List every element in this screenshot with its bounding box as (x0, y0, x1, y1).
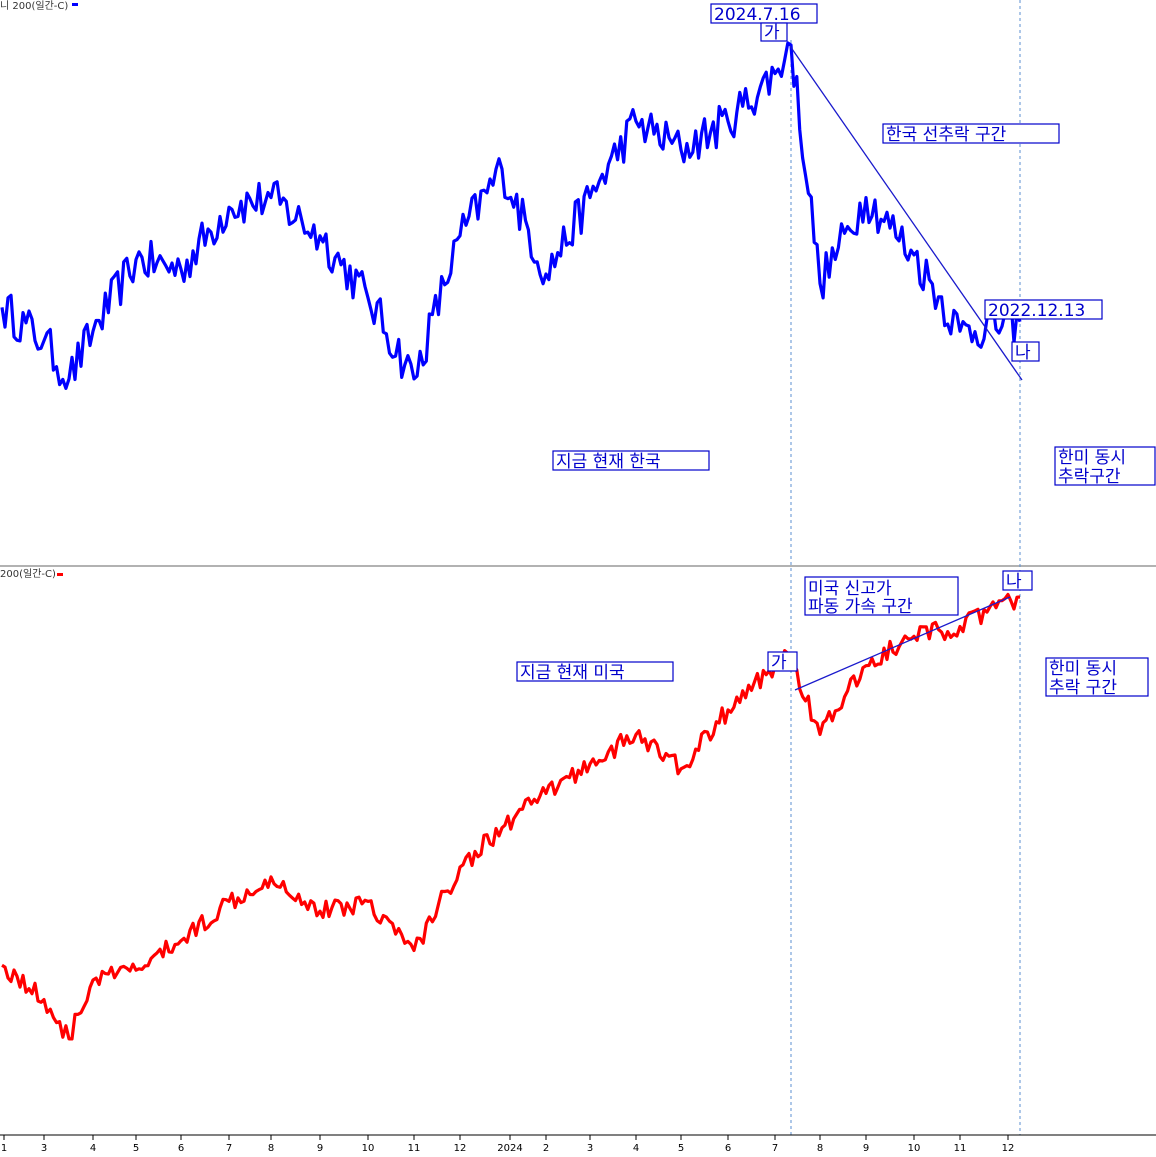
x-tick-label: 11 (408, 1143, 421, 1154)
bottom-section-box (804, 576, 959, 616)
x-tick-label: 6 (178, 1143, 184, 1154)
bottom-now-box (516, 661, 674, 682)
top-na-box (1011, 341, 1040, 362)
top-side-line1: 한미 동시 (1058, 448, 1126, 468)
x-tick-label: 2024 (497, 1143, 522, 1154)
top-ga-box (760, 22, 788, 42)
top-now-label: 지금 현재 한국 (556, 452, 661, 472)
bottom-series-line (1, 592, 1021, 1041)
x-tick-label: 11 (954, 1143, 967, 1154)
bottom-na-label: 나 (1006, 572, 1022, 592)
top-panel (0, 0, 1156, 565)
x-tick-label: 7 (226, 1143, 232, 1154)
bottom-section-line2: 파동 가속 구간 (808, 597, 913, 617)
x-tick-label: 10 (908, 1143, 921, 1154)
top-panel-label: 니 200(일간-C) (0, 0, 68, 12)
top-side-box (1054, 446, 1156, 486)
x-tick-label: 4 (90, 1143, 96, 1154)
x-tick-label: 12 (1002, 1143, 1015, 1154)
top-series-line (0, 41, 1022, 390)
x-tick-label: 3 (587, 1143, 593, 1154)
bottom-legend-swatch (57, 573, 63, 576)
bottom-now-label: 지금 현재 미국 (520, 663, 625, 683)
x-tick-label: 10 (362, 1143, 375, 1154)
x-tick-label: 4 (633, 1143, 639, 1154)
x-tick-label: 12 (454, 1143, 467, 1154)
x-tick-label: 9 (317, 1143, 323, 1154)
top-section-box (882, 123, 1060, 144)
bottom-section-line1: 미국 신고가 (808, 579, 892, 599)
top-side-line2: 추락구간 (1058, 467, 1121, 487)
x-tick-label: 6 (725, 1143, 731, 1154)
x-tick-label: 5 (678, 1143, 684, 1154)
x-tick-label: 7 (772, 1143, 778, 1154)
x-tick-label: 8 (268, 1143, 274, 1154)
x-tick-label: 5 (133, 1143, 139, 1154)
bottom-side-line1: 한미 동시 (1049, 659, 1117, 679)
bottom-side-line2: 추락 구간 (1049, 678, 1117, 698)
top-legend-swatch (72, 3, 78, 6)
bottom-panel-label: 200(일간-C) (0, 568, 56, 580)
x-tick-label: 1 (1, 1143, 7, 1154)
top-now-box (552, 450, 710, 471)
x-tick-label: 8 (817, 1143, 823, 1154)
top-end-date-box (984, 299, 1103, 320)
bottom-panel (0, 567, 1156, 1135)
top-section-label: 한국 선추락 구간 (886, 125, 1007, 145)
bottom-side-box (1045, 657, 1149, 697)
bottom-na-box (1002, 570, 1033, 591)
top-peak-date: 2024.7.16 (714, 5, 801, 25)
top-ga-label: 가 (764, 23, 780, 43)
x-axis-ticks: 1 3 4 5 6 7 8 9 10 11 12 2024 2 3 4 5 6 7 8 9 10 11 12 (1, 1135, 1015, 1154)
bottom-ga-box (767, 651, 798, 672)
bottom-trend-line (794, 596, 1011, 691)
bottom-ga-label: 가 (771, 653, 787, 673)
top-end-date: 2022.12.13 (988, 301, 1085, 321)
top-trend-line (789, 45, 1023, 381)
top-na-label: 나 (1015, 343, 1031, 363)
x-tick-label: 2 (543, 1143, 549, 1154)
x-tick-label: 3 (41, 1143, 47, 1154)
x-tick-label: 9 (863, 1143, 869, 1154)
